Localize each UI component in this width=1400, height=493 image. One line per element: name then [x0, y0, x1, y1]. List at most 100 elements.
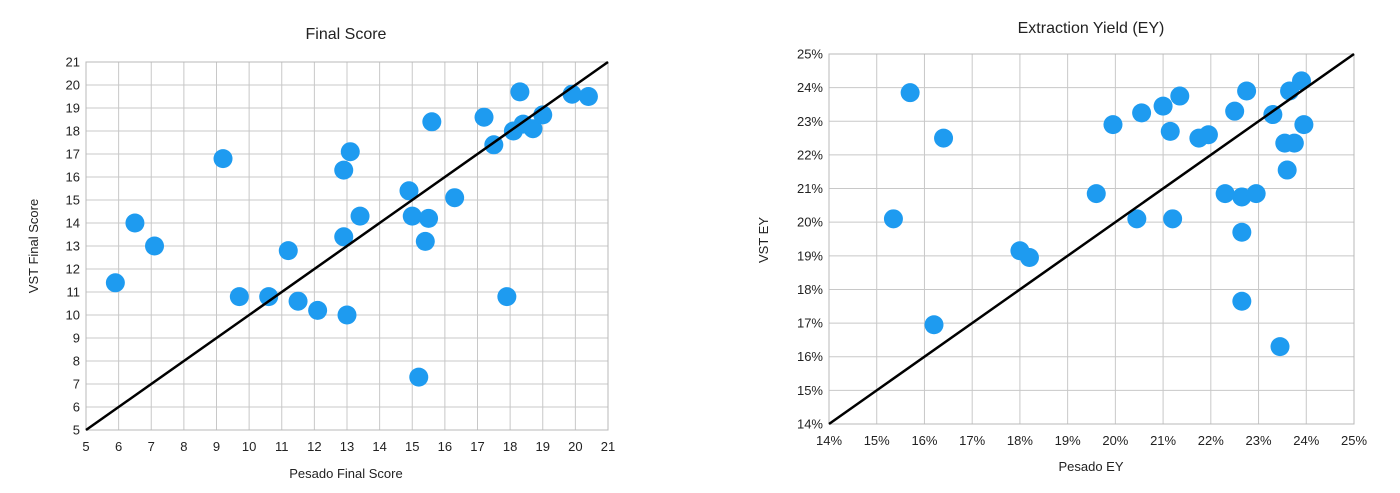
data-point	[334, 227, 354, 247]
y-tick-label: 19	[66, 101, 80, 116]
x-tick-label: 6	[115, 439, 122, 454]
data-point	[1246, 184, 1266, 204]
y-tick-label: 5	[73, 423, 80, 438]
y-tick-label: 17	[66, 147, 80, 162]
data-point	[1225, 101, 1245, 121]
data-point	[340, 142, 360, 162]
y-tick-label: 21%	[797, 181, 823, 196]
x-tick-label: 20	[568, 439, 582, 454]
y-tick-label: 12	[66, 262, 80, 277]
data-point	[1153, 96, 1173, 116]
y-axis-label: VST EY	[756, 217, 771, 263]
x-tick-label: 23%	[1246, 433, 1272, 448]
data-point	[474, 107, 494, 127]
plot-area: 5 6 7 8 9 10 11 12 13 14 15 16 17 18 19 20 21 5 6 7 8 9 10 11 12…	[66, 55, 616, 455]
data-point	[497, 287, 517, 307]
y-tick-label: 23%	[797, 114, 823, 129]
x-tick-label: 20%	[1102, 433, 1128, 448]
data-point	[1232, 222, 1252, 242]
x-tick-label: 15%	[864, 433, 890, 448]
y-tick-label: 17%	[797, 316, 823, 331]
x-tick-label: 17	[470, 439, 484, 454]
data-point	[1160, 121, 1180, 141]
x-tick-label: 19	[536, 439, 550, 454]
data-point	[1232, 187, 1252, 207]
y-tick-label: 13	[66, 239, 80, 254]
x-tick-label: 17%	[959, 433, 985, 448]
data-point	[145, 236, 165, 256]
data-point	[1170, 86, 1190, 106]
plot-area: 14% 15% 16% 17% 18% 19% 20% 21% 22% 23% 24% 25% 14% 1…	[797, 47, 1367, 449]
data-point	[1292, 71, 1311, 91]
x-tick-label: 16%	[911, 433, 937, 448]
y-tick-label: 10	[66, 308, 80, 323]
y-tick-label: 21	[66, 55, 80, 70]
x-tick-label: 22%	[1198, 433, 1224, 448]
y-tick-label: 9	[73, 331, 80, 346]
y-tick-label: 15%	[797, 383, 823, 398]
x-tick-label: 11	[275, 439, 289, 454]
data-point	[1284, 133, 1304, 153]
data-point	[1237, 81, 1257, 101]
y-axis-label: VST Final Score	[26, 199, 41, 293]
data-point	[900, 83, 920, 103]
plot-frame	[828, 53, 1355, 425]
data-point	[1163, 209, 1183, 229]
y-tick-label: 11	[67, 285, 81, 300]
data-point	[409, 367, 429, 387]
x-tick-label: 18%	[1007, 433, 1033, 448]
data-point	[1086, 184, 1106, 204]
y-tick-label: 18	[66, 124, 80, 139]
data-point	[523, 119, 543, 139]
data-point	[924, 315, 944, 335]
x-tick-label: 12	[307, 439, 321, 454]
y-tick-label: 19%	[797, 248, 823, 263]
data-point	[1198, 125, 1218, 145]
data-point	[399, 181, 419, 201]
x-tick-label: 19%	[1055, 433, 1081, 448]
data-point	[308, 300, 328, 320]
data-point	[883, 209, 903, 229]
data-point	[415, 231, 435, 251]
x-tick-label: 16	[438, 439, 452, 454]
x-axis-label: Pesado EY	[1058, 459, 1123, 474]
data-point	[1215, 184, 1235, 204]
y-tick-label: 14%	[797, 417, 823, 432]
y-tick-label: 16%	[797, 349, 823, 364]
data-point	[259, 287, 279, 307]
data-point	[1019, 248, 1039, 267]
reference-line	[828, 52, 1355, 426]
y-tick-label: 7	[73, 377, 80, 392]
x-axis-label: Pesado Final Score	[289, 466, 402, 481]
chart-title: Extraction Yield (EY)	[1018, 20, 1165, 37]
x-tick-label: 25%	[1341, 433, 1367, 448]
data-point	[1132, 103, 1152, 123]
data-point	[334, 160, 354, 180]
data-point	[1103, 115, 1123, 135]
data-point	[1263, 105, 1283, 125]
data-point	[337, 305, 357, 325]
y-tick-label: 20	[66, 78, 80, 93]
x-tick-label: 15	[405, 439, 419, 454]
x-tick-label: 10	[242, 439, 256, 454]
data-point	[422, 112, 442, 132]
x-tick-label: 18	[503, 439, 517, 454]
y-tick-label: 16	[66, 170, 80, 185]
reference-line	[85, 60, 609, 432]
data-point	[125, 213, 145, 233]
x-tick-label: 14	[372, 439, 386, 454]
plot-frame	[85, 61, 609, 431]
data-point	[1232, 291, 1252, 311]
x-tick-label: 9	[213, 439, 220, 454]
y-tick-label: 18%	[797, 282, 823, 297]
data-point	[934, 128, 954, 148]
x-tick-label: 14%	[816, 433, 842, 448]
data-point	[402, 206, 422, 226]
y-tick-label: 15	[66, 193, 80, 208]
data-point	[229, 287, 249, 307]
x-tick-label: 8	[180, 439, 187, 454]
chart-title: Final Score	[306, 26, 387, 43]
data-point	[288, 291, 308, 311]
data-point	[1127, 209, 1147, 229]
x-tick-label: 24%	[1293, 433, 1319, 448]
